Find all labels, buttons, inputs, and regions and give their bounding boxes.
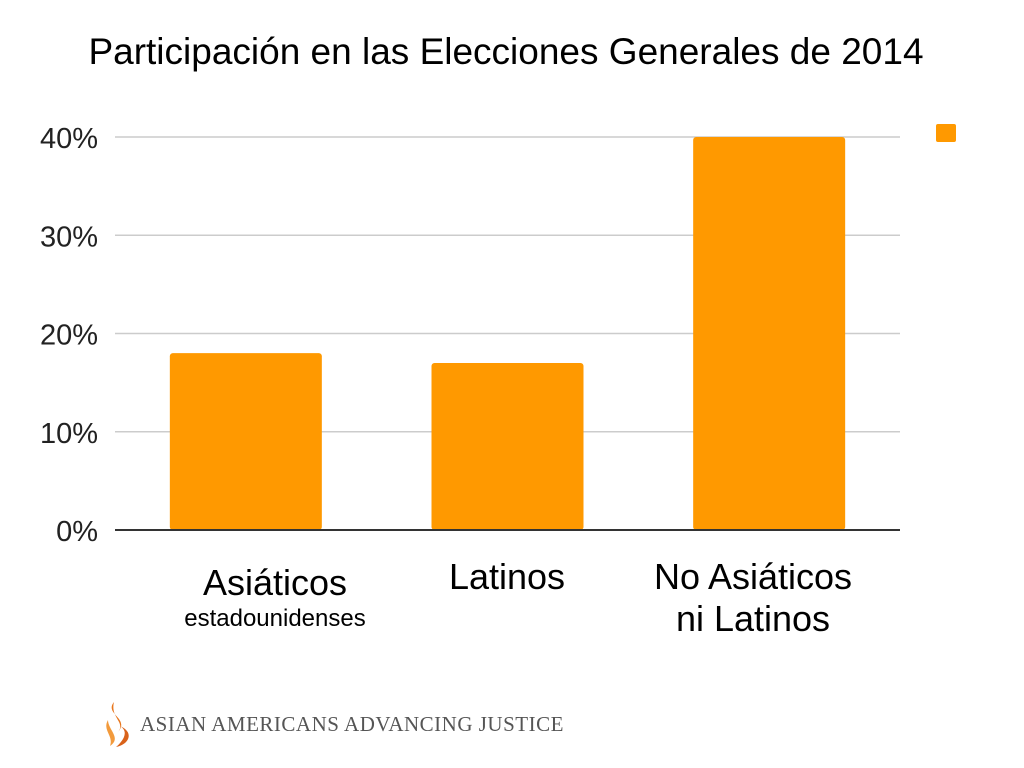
y-tick-label: 10%: [40, 418, 98, 450]
x-label-main-line2: ni Latinos: [675, 598, 831, 639]
x-label-main: Latinos: [448, 556, 566, 597]
y-tick-label: 20%: [40, 320, 98, 352]
x-label-asiaticos: Asiáticos estadounidenses: [150, 562, 400, 634]
flame-logo-icon: [106, 702, 129, 747]
x-label-main: No Asiáticos: [653, 556, 853, 597]
y-tick-label: 30%: [40, 221, 98, 253]
y-tick-label: 0%: [56, 516, 98, 548]
x-label-main: Asiáticos: [202, 562, 348, 603]
x-label-no-asiaticos: No Asiáticos ni Latinos: [603, 556, 903, 640]
y-tick-label: 40%: [40, 123, 98, 155]
bar: [693, 137, 846, 530]
bar: [431, 362, 584, 530]
chart-title: Participación en las Elecciones Generale…: [88, 31, 924, 72]
logo-text: ASIAN AMERICANS ADVANCING JUSTICE: [140, 712, 564, 736]
x-label-latinos: Latinos: [382, 556, 632, 598]
legend-swatch: [936, 124, 956, 142]
bar: [169, 353, 322, 530]
x-label-sub: estadounidenses: [184, 605, 366, 632]
